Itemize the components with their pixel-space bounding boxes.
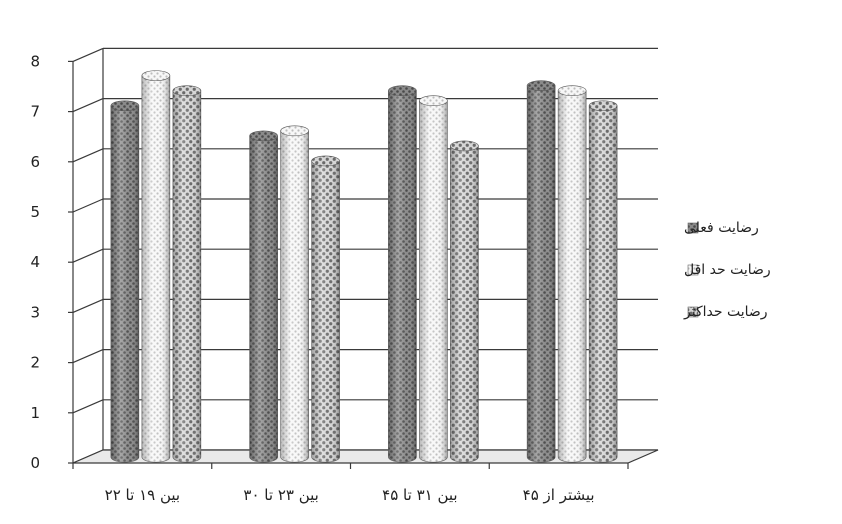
y-tick-label: 3: [30, 303, 40, 321]
x-category-label: بین ۲۳ تا ۳۰: [243, 486, 318, 504]
gridline-side: [72, 399, 104, 414]
legend-swatch: [687, 306, 699, 318]
y-tick-label: 4: [30, 253, 40, 271]
y-tick-label: 6: [30, 153, 40, 171]
legend-label: رضایت فعلی: [684, 220, 759, 236]
gridline-side: [72, 148, 104, 163]
y-tick-label: 0: [30, 454, 40, 472]
floor: [72, 449, 659, 464]
bar: [419, 95, 448, 463]
legend: رضایت فعلی رضایت حد اقل رضایت حداکثر: [683, 220, 771, 320]
legend-label: رضایت حد اقل: [684, 262, 771, 278]
gridline-side: [72, 298, 104, 313]
gridline-side: [72, 349, 104, 364]
gridline-side: [72, 248, 104, 263]
gridline-side: [72, 98, 104, 113]
bar: [526, 80, 556, 463]
x-category-label: بین ۳۱ تا ۴۵: [382, 486, 457, 504]
bar: [388, 85, 417, 463]
y-tick-label: 1: [30, 404, 40, 422]
bar: [557, 85, 587, 463]
legend-swatch: [687, 264, 699, 276]
legend-swatch: [687, 222, 699, 234]
bar: [110, 100, 140, 463]
y-tick-label: 7: [30, 103, 40, 121]
bar: [450, 140, 479, 463]
y-tick-label: 2: [30, 354, 40, 372]
bar: [588, 100, 618, 463]
gridline-side: [72, 47, 104, 62]
bar: [311, 155, 340, 463]
bar: [249, 130, 278, 463]
bar: [172, 85, 202, 463]
x-category-label: بین ۱۹ تا ۲۲: [105, 486, 180, 504]
gridline-side: [72, 198, 104, 213]
y-tick-label: 5: [30, 203, 40, 221]
bar: [141, 70, 171, 463]
legend-label: رضایت حداکثر: [683, 304, 768, 320]
y-tick-label: 8: [30, 52, 40, 70]
x-category-label: بیشتر از ۴۵: [523, 486, 595, 504]
bar: [280, 125, 309, 463]
